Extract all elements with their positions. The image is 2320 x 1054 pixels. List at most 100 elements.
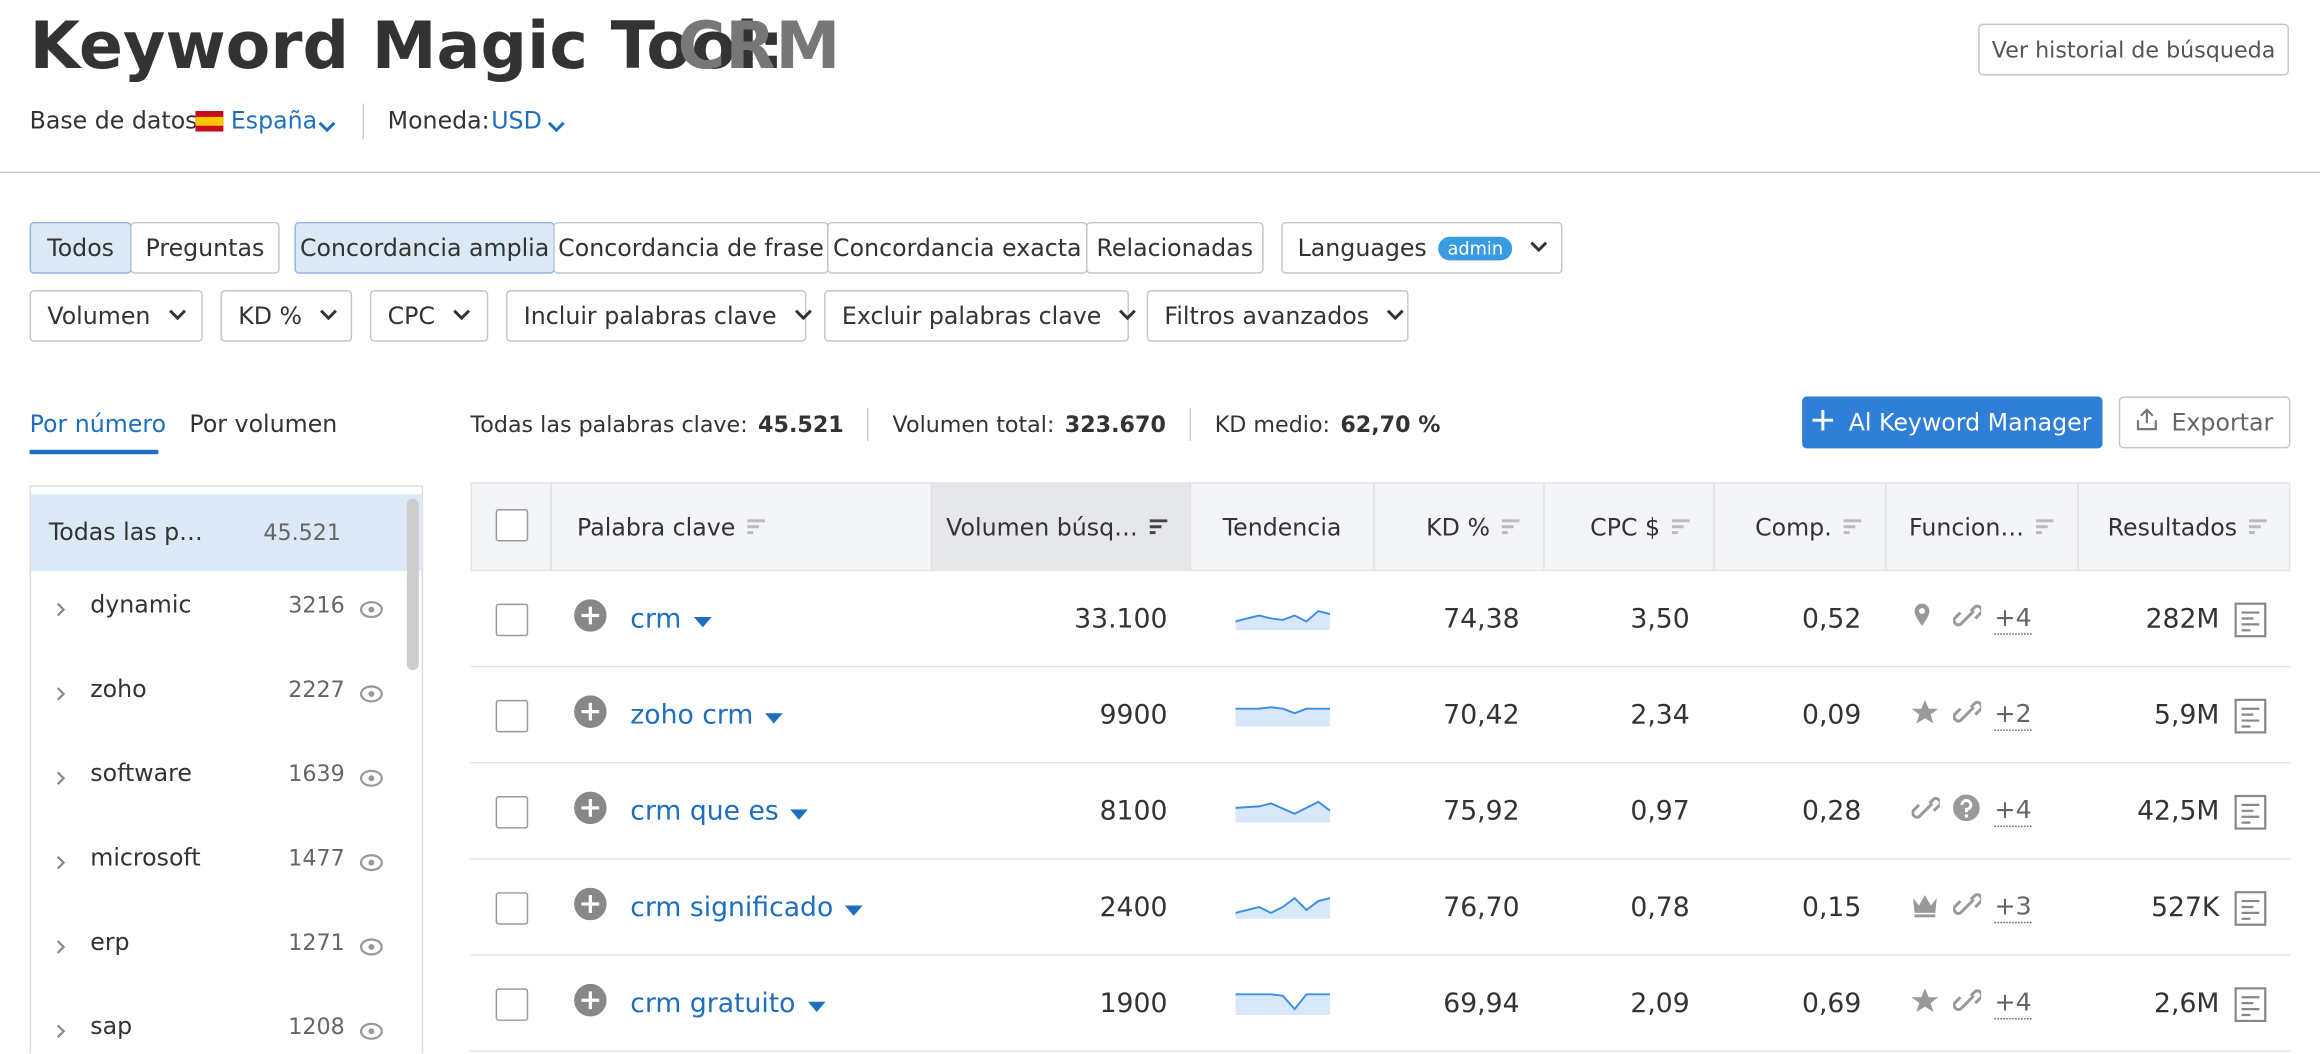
chevron-icon-wrap: [1527, 234, 1551, 262]
export-icon: [2136, 408, 2157, 431]
column-header[interactable]: Funcion…: [1885, 482, 2077, 571]
sort-icon-wrap: [1501, 513, 1520, 541]
group-name[interactable]: dynamic: [90, 590, 192, 619]
comp-cell: 0,52: [1713, 571, 1885, 667]
volume: 1900: [1099, 988, 1168, 1020]
serp-icon-wrap: [2234, 987, 2267, 1028]
trend-sparkline-wrap: [1235, 988, 1331, 1021]
star-icon-wrap: [1911, 986, 1940, 1022]
filter-label: KD %: [238, 301, 302, 330]
more-features[interactable]: +4: [1994, 796, 2032, 828]
group-name[interactable]: software: [90, 759, 192, 788]
expand-arrow: [56, 602, 66, 617]
cpc-cell: 2,34: [1543, 667, 1713, 763]
cpc-cell: 2,09: [1543, 956, 1713, 1052]
kd-cell: 69,94: [1373, 956, 1543, 1052]
column-header[interactable]: KD %: [1373, 482, 1543, 571]
keyword[interactable]: zoho crm: [630, 699, 754, 731]
column-divider: [1373, 482, 1375, 572]
kd-cell: 70,42: [1373, 667, 1543, 763]
match-tab[interactable]: Todos: [29, 221, 132, 274]
features-cell: +4: [1911, 763, 2032, 859]
more-features[interactable]: +3: [1994, 892, 2032, 924]
filter-dropdown[interactable]: Incluir palabras clave: [506, 289, 812, 342]
type-tab[interactable]: Relacionadas: [1086, 221, 1264, 274]
column-divider: [2077, 482, 2079, 572]
keyword-manager-button[interactable]: Al Keyword Manager: [1802, 396, 2103, 449]
checkbox[interactable]: [495, 796, 529, 829]
checkbox[interactable]: [495, 508, 529, 542]
comp: 0,69: [1802, 988, 1862, 1020]
sidebar-tab[interactable]: Por número: [29, 409, 167, 438]
caret: [807, 1001, 826, 1013]
q-icon: [1953, 793, 1980, 821]
trend-sparkline: [1235, 610, 1331, 631]
filter-dropdown[interactable]: Volumen: [29, 289, 203, 342]
add-icon: [574, 983, 607, 1017]
column-header[interactable]: Palabra clave: [550, 482, 930, 571]
match-tab[interactable]: Preguntas: [130, 221, 280, 274]
serp-icon-wrap: [2234, 794, 2267, 836]
column-divider: [930, 482, 933, 572]
group-name[interactable]: microsoft: [90, 843, 201, 872]
chevron-icon-wrap: [317, 302, 341, 330]
filter-dropdown[interactable]: KD %: [220, 289, 353, 342]
group-name[interactable]: sap: [90, 1012, 133, 1041]
row-border: [470, 665, 2291, 668]
column-header[interactable]: Tendencia: [1191, 482, 1373, 571]
keyword[interactable]: crm: [630, 603, 682, 635]
group-name[interactable]: erp: [90, 927, 130, 956]
column-header[interactable]: Volumen búsq…: [931, 482, 1191, 571]
more-features[interactable]: +4: [1994, 603, 2032, 635]
keyword[interactable]: crm gratuito: [630, 988, 796, 1020]
keyword[interactable]: crm que es: [630, 796, 779, 828]
languages-dropdown[interactable]: Languages admin: [1281, 221, 1563, 274]
comp-cell: 0,69: [1713, 956, 1885, 1052]
currency[interactable]: USD: [491, 106, 542, 135]
expand-arrow: [56, 855, 66, 870]
export-icon-wrap: [2136, 408, 2157, 436]
sort-icon: [2035, 518, 2054, 534]
checkbox[interactable]: [495, 699, 529, 733]
caret: [693, 616, 711, 628]
chevron: [1119, 309, 1137, 321]
group-name[interactable]: zoho: [90, 674, 147, 703]
group-all[interactable]: Todas las p… 45.521: [31, 494, 422, 572]
group-name: Todas las p…: [48, 517, 203, 546]
type-tab[interactable]: Concordancia amplia: [294, 221, 555, 274]
filter-dropdown[interactable]: CPC: [369, 289, 489, 342]
keyword-cell: crm gratuito: [574, 956, 826, 1052]
serp-icon: [2234, 698, 2267, 734]
volume: 8100: [1099, 796, 1168, 828]
checkbox[interactable]: [495, 988, 529, 1021]
type-tab[interactable]: Concordancia exacta: [827, 221, 1088, 274]
sidebar-tab-underline: [29, 449, 159, 455]
expand-arrow-wrap: [55, 1018, 70, 1046]
checkbox[interactable]: [495, 892, 529, 925]
more-features[interactable]: +4: [1994, 988, 2032, 1020]
filter-dropdown[interactable]: Excluir palabras clave: [824, 289, 1137, 342]
history-button[interactable]: Ver historial de búsqueda: [1978, 23, 2289, 76]
row-border: [470, 761, 2291, 764]
add-icon-wrap: [574, 791, 607, 832]
keyword[interactable]: crm significado: [630, 892, 834, 924]
type-tab[interactable]: Concordancia de frase: [553, 221, 829, 274]
column-header[interactable]: CPC $: [1543, 482, 1713, 571]
checkbox[interactable]: [495, 603, 529, 637]
chevron: [1387, 309, 1405, 321]
button-label: Al Keyword Manager: [1848, 408, 2092, 437]
button-label: Exportar: [2171, 408, 2274, 437]
more-features[interactable]: +2: [1994, 699, 2032, 731]
cpc-cell: 0,78: [1543, 860, 1713, 956]
eye-icon: [359, 854, 383, 872]
column-title: KD %: [1426, 512, 1490, 541]
title: Keyword Magic Tool:: [29, 8, 785, 85]
caret: [790, 809, 809, 820]
filter-label: Excluir palabras clave: [841, 301, 1102, 330]
filter-dropdown[interactable]: Filtros avanzados: [1146, 289, 1409, 342]
export-button[interactable]: Exportar: [2118, 396, 2291, 449]
database[interactable]: España: [230, 106, 318, 135]
sidebar-tab[interactable]: Por volumen: [189, 409, 338, 438]
column-header[interactable]: Comp.: [1713, 482, 1885, 571]
column-header[interactable]: Resultados: [2077, 482, 2290, 571]
